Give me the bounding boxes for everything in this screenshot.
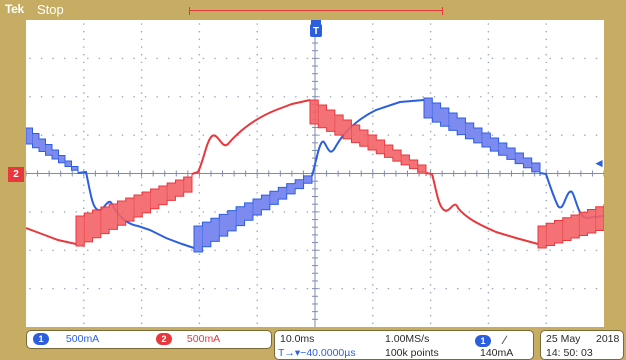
trigger-source-badge: 1 xyxy=(475,335,491,348)
brand-logo: Tek xyxy=(5,2,24,16)
waveform-display[interactable]: T xyxy=(26,20,604,327)
trigger-position: T→▾−40.0000µs xyxy=(278,347,356,359)
year: 2018 xyxy=(596,333,620,345)
date: 25 May xyxy=(546,333,581,345)
sample-rate: 1.00MS/s xyxy=(385,333,430,345)
channel-1-scale: 500mA xyxy=(65,333,100,345)
top-status-bar: Tek Stop xyxy=(0,0,626,20)
channel-scale-panel[interactable]: 1 500mA 2 500mA xyxy=(26,330,272,349)
trigger-marker-label: T xyxy=(313,26,319,37)
graticule-grid xyxy=(26,20,604,327)
horizontal-scale: 10.0ms xyxy=(280,333,315,345)
channel-2-ground-marker[interactable]: 2 xyxy=(8,167,24,182)
acquisition-status: Stop xyxy=(37,2,64,17)
datetime-panel: 25 May 2018 14: 50: 03 xyxy=(540,330,624,360)
trigger-settings[interactable]: 1 ∕ xyxy=(475,333,506,348)
trigger-level-arrow-icon[interactable]: ◄ xyxy=(593,156,605,170)
channel-2-readout[interactable]: 2 500mA xyxy=(156,333,221,346)
channel-1-readout[interactable]: 1 500mA xyxy=(33,333,100,346)
bottom-readout-bar: 1 500mA 2 500mA 10.0ms 1.00MS/s T→▾−40.0… xyxy=(0,327,626,360)
time: 14: 50: 03 xyxy=(546,347,593,359)
trigger-level: 140mA xyxy=(480,347,514,359)
record-view-bar[interactable] xyxy=(189,7,443,15)
record-length: 100k points xyxy=(385,347,439,359)
trigger-position-marker[interactable]: T xyxy=(310,20,322,37)
slope-rising-icon: ∕ xyxy=(503,333,506,347)
channel-2-badge: 2 xyxy=(156,333,172,346)
channel-1-badge: 1 xyxy=(33,333,49,346)
channel-2-waveform xyxy=(26,99,604,249)
channel-1-waveform xyxy=(26,97,604,253)
right-bezel xyxy=(604,20,626,327)
timebase-trigger-panel[interactable]: 10.0ms 1.00MS/s T→▾−40.0000µs 100k point… xyxy=(274,330,534,360)
channel-2-scale: 500mA xyxy=(186,333,221,345)
